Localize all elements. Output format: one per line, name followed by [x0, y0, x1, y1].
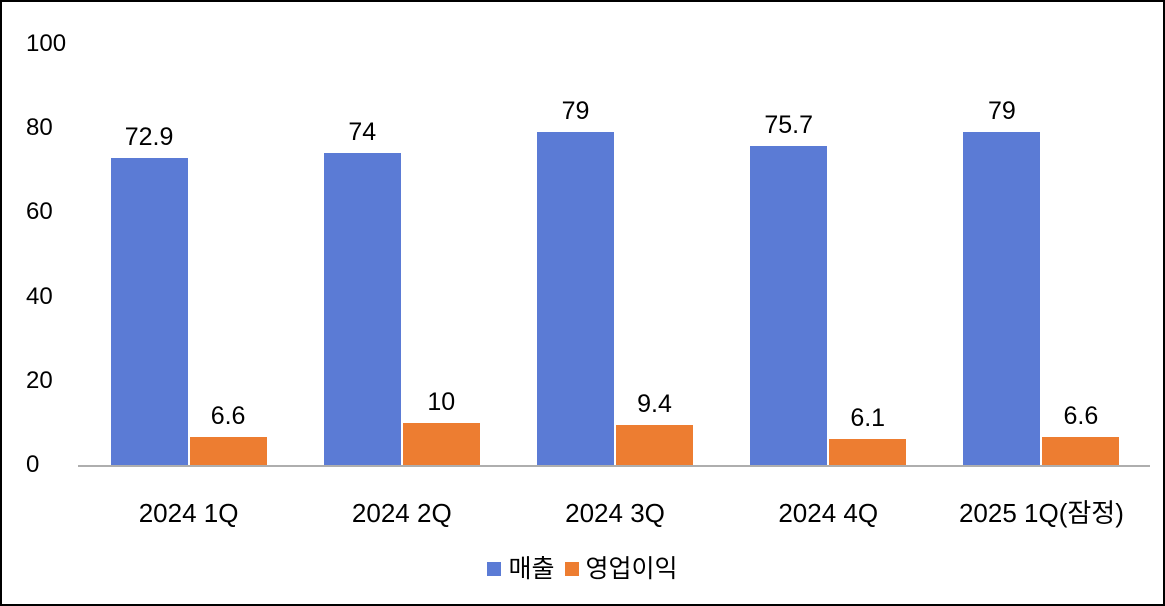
category-label: 2024 1Q: [138, 498, 239, 528]
bar-column-revenue: 75.7: [750, 111, 828, 465]
bar-value-label: 72.9: [124, 123, 174, 152]
legend: 매출 영업이익: [2, 555, 1163, 583]
bar-column-revenue: 72.9: [110, 123, 188, 465]
x-axis-labels: 2024 1Q 2024 2Q 2024 3Q 2024 4Q 2025 1Q(잠정): [82, 498, 1148, 528]
bar-operating-profit: [829, 439, 907, 465]
bar-group: 72.9 6.6: [82, 123, 295, 465]
bar-value-label: 6.6: [1063, 402, 1099, 431]
bar-revenue: [323, 153, 401, 465]
plot-area: 72.9 6.6 74 10 79 9.4 75.7 6.1 79 6.6: [82, 44, 1148, 465]
legend-swatch-revenue: [487, 562, 502, 576]
bar-revenue: [537, 132, 614, 465]
y-tick-label: 80: [26, 114, 53, 142]
bar-column-revenue: 74: [323, 118, 401, 465]
bar-pair: 75.7 6.1: [750, 111, 907, 465]
y-tick-label: 60: [26, 198, 53, 226]
bar-pair: 74 10: [323, 118, 480, 465]
bar-pair: 72.9 6.6: [110, 123, 267, 465]
bar-column-operating-profit: 9.4: [616, 390, 693, 465]
bar-revenue: [750, 146, 828, 465]
bar-value-label: 6.6: [210, 402, 246, 431]
bar-operating-profit: [1042, 437, 1120, 465]
bar-column-revenue: 79: [537, 97, 614, 465]
bar-revenue: [963, 132, 1041, 465]
bar-operating-profit: [616, 425, 693, 465]
bar-group: 74 10: [295, 118, 508, 465]
bar-value-label: 9.4: [637, 390, 672, 419]
y-tick-label: 100: [26, 30, 67, 57]
bar-group: 79 9.4: [508, 97, 721, 465]
legend-label: 영업이익: [585, 555, 678, 583]
y-tick-label: 20: [26, 366, 53, 394]
legend-item-revenue: 매출: [487, 555, 555, 583]
bar-pair: 79 9.4: [537, 97, 693, 465]
x-axis-line: [78, 465, 1150, 467]
bar-value-label: 79: [988, 97, 1016, 126]
bar-column-operating-profit: 6.6: [1042, 402, 1120, 465]
y-tick-label: 0: [26, 451, 40, 478]
bar-column-operating-profit: 10: [402, 387, 480, 465]
legend-item-operating-profit: 영업이익: [564, 555, 678, 583]
bar-pair: 79 6.6: [963, 97, 1120, 465]
bar-group: 79 6.6: [935, 97, 1148, 465]
legend-swatch-operating-profit: [564, 562, 579, 576]
legend-label: 매출: [508, 555, 555, 583]
bar-value-label: 6.1: [850, 404, 886, 433]
bar-value-label: 10: [427, 387, 456, 416]
bar-value-label: 74: [348, 118, 377, 147]
bar-value-label: 79: [561, 97, 590, 126]
category-label: 2024 4Q: [778, 498, 879, 528]
bar-group: 75.7 6.1: [722, 111, 935, 465]
bar-operating-profit: [402, 422, 480, 465]
y-tick-label: 40: [26, 282, 53, 310]
bar-operating-profit: [189, 437, 267, 465]
bar-column-operating-profit: 6.6: [189, 402, 267, 465]
bar-column-revenue: 79: [963, 97, 1041, 465]
category-label: 2024 3Q: [565, 498, 665, 528]
category-label: 2024 2Q: [351, 498, 452, 528]
bar-column-operating-profit: 6.1: [829, 404, 907, 465]
bar-value-label: 75.7: [764, 111, 814, 140]
category-label: 2025 1Q(잠정): [958, 498, 1124, 528]
bar-revenue: [110, 158, 188, 465]
